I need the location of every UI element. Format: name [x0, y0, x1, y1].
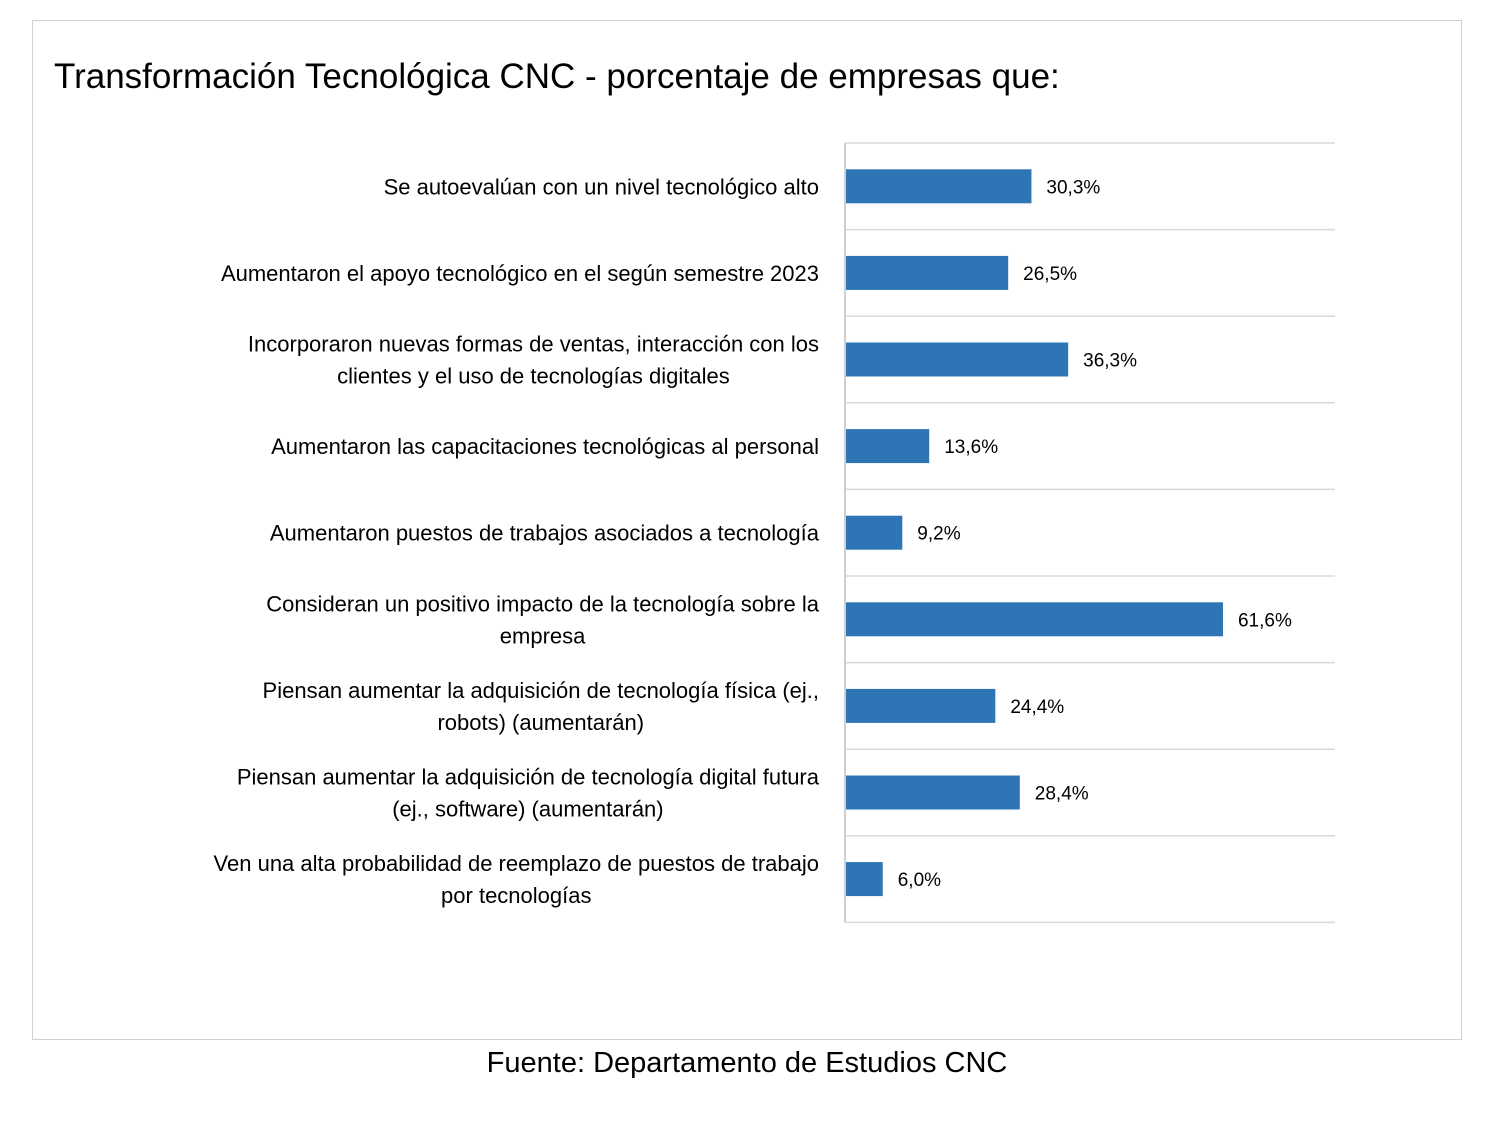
bar — [846, 255, 1009, 290]
category-label-line: (ej., software) (aumentarán) — [392, 797, 663, 822]
category-label-line: empresa — [500, 623, 586, 648]
category-label-line: Aumentaron puestos de trabajos asociados… — [270, 521, 820, 546]
bar — [846, 775, 1020, 810]
category-label: Aumentaron el apoyo tecnológico en el se… — [221, 261, 819, 286]
category-label-line: Aumentaron las capacitaciones tecnológic… — [271, 434, 819, 459]
category-label-line: Piensan aumentar la adquisición de tecno… — [263, 678, 819, 703]
bar — [846, 602, 1223, 637]
data-label: 61,6% — [1238, 610, 1292, 631]
bar — [846, 688, 996, 723]
category-label-line: por tecnologías — [441, 883, 591, 908]
category-label: Aumentaron las capacitaciones tecnológic… — [271, 434, 819, 459]
category-label-line: robots) (aumentarán) — [437, 710, 644, 735]
data-label: 36,3% — [1083, 351, 1137, 372]
bar — [846, 862, 883, 897]
data-label: 28,4% — [1035, 784, 1089, 805]
bar — [846, 169, 1032, 204]
category-label-line: Consideran un positivo impacto de la tec… — [266, 591, 820, 616]
category-label: Ven una alta probabilidad de reemplazo d… — [214, 851, 819, 908]
category-label: Incorporaron nuevas formas de ventas, in… — [248, 332, 819, 389]
category-label: Piensan aumentar la adquisición de tecno… — [263, 678, 819, 735]
category-label-line: Incorporaron nuevas formas de ventas, in… — [248, 332, 819, 357]
category-label: Consideran un positivo impacto de la tec… — [266, 591, 820, 648]
data-label: 6,0% — [898, 870, 941, 891]
data-label: 30,3% — [1046, 177, 1100, 198]
bar-chart: 30,3% Se autoevalúan con un nivel tecnoló… — [214, 142, 1335, 924]
data-label: 26,5% — [1023, 264, 1077, 285]
category-label-line: clientes y el uso de tecnologías digital… — [337, 364, 730, 389]
category-label-line: Aumentaron el apoyo tecnológico en el se… — [221, 261, 819, 286]
data-label: 24,4% — [1010, 697, 1064, 718]
category-label: Aumentaron puestos de trabajos asociados… — [270, 521, 820, 546]
chart-title: Transformación Tecnológica CNC - porcent… — [54, 57, 1060, 96]
category-label-line: Ven una alta probabilidad de reemplazo d… — [214, 851, 819, 876]
data-label: 9,2% — [917, 524, 960, 545]
bar — [846, 342, 1069, 377]
category-label: Se autoevalúan con un nivel tecnológico … — [384, 174, 819, 199]
data-label: 13,6% — [944, 437, 998, 458]
category-label-line: Piensan aumentar la adquisición de tecno… — [237, 765, 820, 790]
bar — [846, 515, 903, 550]
category-label: Piensan aumentar la adquisición de tecno… — [237, 765, 820, 822]
bar — [846, 429, 930, 464]
category-label-line: Se autoevalúan con un nivel tecnológico … — [384, 174, 819, 199]
source-note: Fuente: Departamento de Estudios CNC — [486, 1047, 1008, 1079]
chart-frame — [32, 20, 1462, 1040]
